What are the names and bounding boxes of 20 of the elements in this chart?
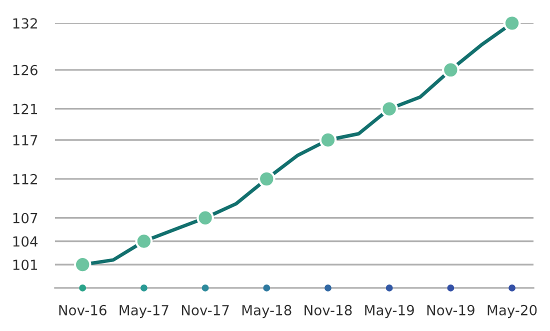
y-tick-label: 121	[13, 104, 38, 114]
y-tick-label: 112	[13, 174, 37, 184]
y-tick-label: 101	[13, 260, 38, 270]
y-tick-label: 104	[13, 236, 38, 247]
point	[442, 61, 460, 79]
x-tick-label: Nov-16	[59, 304, 106, 316]
y-tick-label: 132	[13, 18, 37, 29]
x-tick-label: May-18	[242, 304, 292, 318]
x-tick-label: May-20	[488, 304, 537, 318]
x-tick-label: May-17	[120, 305, 168, 318]
y-tick-label: 107	[13, 212, 38, 224]
point	[258, 170, 276, 188]
point	[135, 232, 153, 250]
y-tick-label: 117	[13, 135, 38, 146]
x-tick-label: May-19	[365, 304, 414, 318]
x-tick-label: Nov-17	[182, 305, 229, 316]
point	[319, 131, 337, 149]
y-tick-label: 126	[13, 64, 38, 76]
x-tick-label: Nov-18	[304, 304, 352, 316]
x-tick-label: Nov-19	[427, 304, 474, 316]
